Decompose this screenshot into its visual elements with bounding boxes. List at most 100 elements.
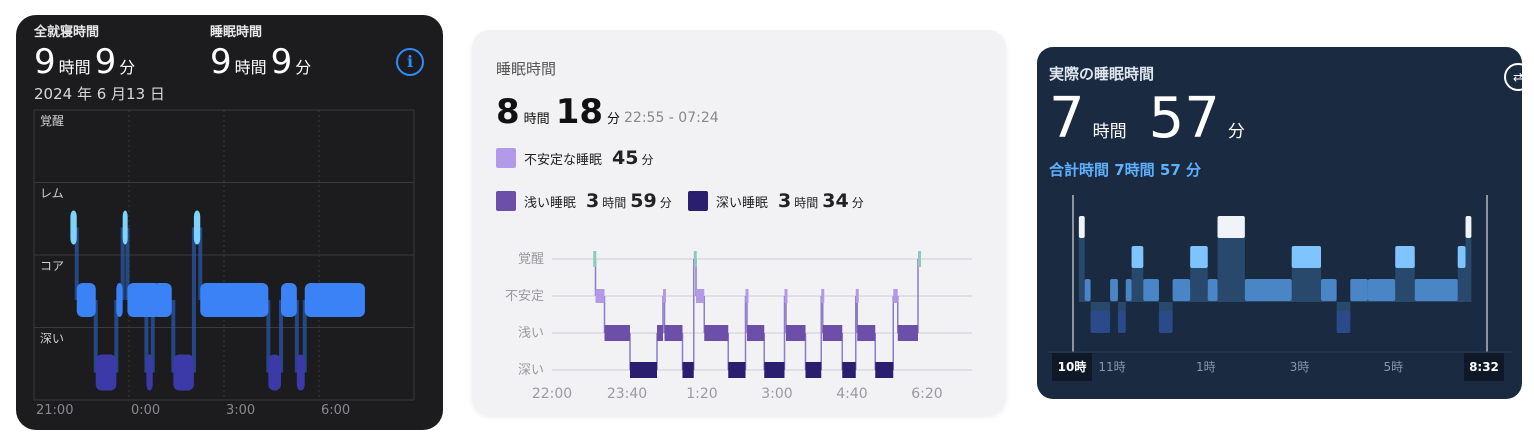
info-icon[interactable]: i bbox=[396, 48, 424, 76]
sleep-segment bbox=[1217, 216, 1245, 238]
sleep-segment bbox=[1291, 246, 1322, 268]
adjust-icon[interactable]: ⇄ bbox=[1504, 63, 1522, 91]
end-label-bg bbox=[1464, 353, 1504, 381]
sleep-segment bbox=[1172, 279, 1191, 301]
sleep-segment bbox=[764, 362, 785, 378]
sleep-stages-card-dark: 21:00 0:00 3:00 6:00 覚醒 レム コア 深い 全就寝時間 9 時間 9 分 睡眠… bbox=[16, 15, 443, 430]
x-tick-label: 1時 bbox=[1196, 360, 1216, 374]
sleep-segment bbox=[1465, 216, 1472, 238]
legend-minutes-unit: 分 bbox=[851, 196, 864, 210]
sleep-segment bbox=[657, 325, 663, 341]
sleep-segment bbox=[76, 282, 96, 317]
sleep-duration: 8 時間 18 分 bbox=[496, 94, 626, 138]
sleep-segment bbox=[822, 325, 843, 341]
asleep-label: 睡眠時間 bbox=[210, 25, 263, 40]
sleep-summary-card-light: 覚醒 不安定 浅い 深い 22:00 23:40 1:20 3:00 4:40 6:20 睡眠時間… bbox=[472, 30, 1006, 415]
sleep-hours-unit: 時間 bbox=[523, 112, 550, 127]
sleep-area bbox=[1078, 227, 1472, 322]
sleep-segment bbox=[696, 289, 705, 303]
x-tick-label: 3:00 bbox=[761, 386, 792, 402]
sleep-segment bbox=[1207, 279, 1218, 301]
asleep-minutes: 9 bbox=[270, 42, 293, 82]
sleep-segment bbox=[1395, 246, 1415, 268]
sleep-segment bbox=[1350, 279, 1368, 301]
legend-hours: 3 bbox=[586, 190, 600, 212]
sleep-date: 2024 年 6 月13 日 bbox=[34, 85, 165, 103]
legend-minutes: 45 bbox=[612, 147, 639, 169]
sleep-segment bbox=[70, 210, 77, 245]
sleep-segment bbox=[1090, 311, 1111, 333]
sleep-segment bbox=[897, 325, 918, 341]
in-bed-hours: 9 bbox=[34, 42, 56, 82]
sleep-segment bbox=[664, 325, 683, 341]
stage-label: コア bbox=[40, 259, 64, 273]
actual-sleep-duration: 7 時間 57 分 bbox=[1049, 91, 1267, 160]
actual-sleep-card-navy: 11時 1時 3時 5時 10時 8:32 実際の睡眠時間 7 時間 57 分 合計時間 7時間… bbox=[1037, 47, 1522, 399]
stage-label: 浅い bbox=[518, 326, 544, 341]
sleep-minutes-unit: 分 bbox=[607, 112, 621, 127]
sleep-segment bbox=[857, 325, 876, 341]
legend-light-sleep: 浅い睡眠 3 時間 59 分 bbox=[496, 190, 676, 212]
legend-label: 深い睡眠 bbox=[716, 195, 769, 211]
sleep-segment bbox=[1336, 311, 1351, 333]
legend-minutes-unit: 分 bbox=[659, 196, 672, 210]
sleep-segment bbox=[747, 325, 765, 341]
legend-label: 不安定な睡眠 bbox=[524, 152, 603, 168]
start-label-bg bbox=[1052, 353, 1092, 381]
sleep-segment bbox=[1117, 311, 1126, 333]
sleep-segment bbox=[875, 362, 894, 378]
sleep-segment bbox=[1084, 279, 1091, 301]
sleep-segment bbox=[127, 282, 161, 317]
legend-swatch bbox=[496, 191, 516, 211]
sleep-segment bbox=[1457, 246, 1466, 268]
x-tick-label: 21:00 bbox=[36, 403, 73, 418]
legend-minutes-unit: 分 bbox=[641, 153, 654, 167]
legend-value: 3 時間 59 分 bbox=[586, 190, 676, 212]
legend-value: 3 時間 34 分 bbox=[778, 190, 868, 212]
legend-minutes: 34 bbox=[822, 190, 849, 212]
actual-hours: 7 bbox=[1049, 86, 1085, 151]
legend-hours-unit: 時間 bbox=[794, 196, 819, 210]
sleep-segment bbox=[786, 325, 806, 341]
sleep-segment bbox=[593, 251, 597, 267]
legend-value: 45 分 bbox=[612, 147, 657, 169]
stage-label: 覚醒 bbox=[40, 114, 64, 128]
x-tick-label: 4:40 bbox=[836, 386, 867, 402]
sleep-segment bbox=[173, 354, 194, 391]
sleep-segment bbox=[268, 354, 281, 391]
sleep-segment bbox=[805, 362, 822, 378]
sleep-segment bbox=[682, 362, 694, 378]
legend-minutes: 59 bbox=[630, 190, 657, 212]
sleep-segment bbox=[693, 251, 697, 267]
sleep-segment bbox=[1190, 246, 1208, 268]
sleep-hours: 8 bbox=[496, 92, 520, 132]
sleep-minutes: 18 bbox=[555, 92, 604, 132]
sleep-segment bbox=[1078, 216, 1085, 238]
sleep-segment bbox=[1131, 246, 1144, 268]
sleep-segment bbox=[122, 210, 128, 245]
sleep-segment bbox=[663, 289, 666, 303]
in-bed-minutes-unit: 分 bbox=[119, 58, 136, 77]
sleep-segment bbox=[604, 325, 630, 341]
x-tick-label: 0:00 bbox=[131, 403, 160, 418]
sleep-segment bbox=[1367, 279, 1396, 301]
sleep-segment bbox=[200, 282, 269, 317]
sleep-segment bbox=[595, 289, 605, 303]
sleep-segment bbox=[1158, 311, 1173, 333]
card-title: 睡眠時間 bbox=[496, 60, 557, 78]
in-bed-hours-unit: 時間 bbox=[58, 58, 91, 77]
sleep-segment bbox=[1125, 279, 1132, 301]
sleep-segment bbox=[1321, 279, 1337, 301]
x-tick-label: 11時 bbox=[1098, 360, 1125, 374]
sleep-segment bbox=[704, 325, 729, 341]
in-bed-duration: 9 時間 9 分 bbox=[34, 45, 139, 85]
sleep-segment bbox=[1110, 279, 1118, 301]
card-title: 実際の睡眠時間 bbox=[1049, 65, 1155, 83]
sleep-segment bbox=[821, 289, 825, 303]
sleep-segment bbox=[95, 354, 117, 391]
x-tick-label: 5時 bbox=[1383, 360, 1403, 374]
in-bed-label: 全就寝時間 bbox=[34, 25, 100, 40]
sleep-segment bbox=[728, 362, 746, 378]
legend-light-sleep-unstable: 不安定な睡眠 45 分 bbox=[496, 147, 657, 169]
